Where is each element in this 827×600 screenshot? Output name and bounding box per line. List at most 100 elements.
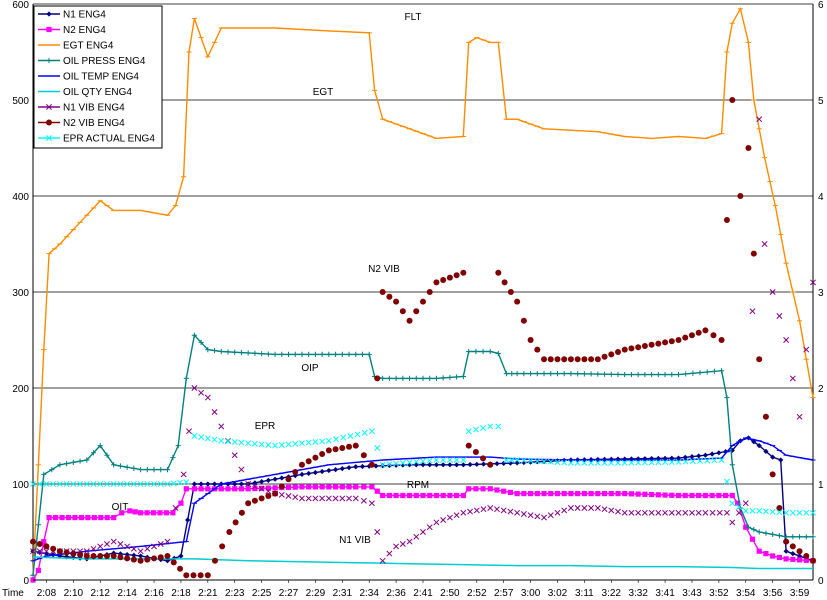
data-point (46, 26, 52, 33)
data-point (548, 371, 554, 377)
data-point (810, 534, 816, 540)
data-point (399, 460, 406, 466)
data-point (50, 481, 57, 487)
series-epr-actual-eng4 (30, 423, 816, 516)
data-point (164, 553, 171, 559)
data-point (285, 493, 292, 499)
data-point (527, 459, 534, 465)
data-point (756, 443, 762, 449)
data-point (480, 348, 486, 355)
x-tick-label: 2:27 (279, 588, 299, 599)
data-point (368, 500, 375, 507)
data-point (212, 557, 218, 564)
x-tick-label: 3:56 (763, 588, 783, 599)
data-point (292, 469, 299, 475)
data-point (756, 116, 763, 123)
x-tick-label: 2:25 (252, 588, 272, 599)
data-point (339, 495, 346, 502)
data-point (501, 488, 507, 494)
data-point (601, 491, 608, 497)
data-point (245, 481, 252, 487)
data-point (790, 534, 796, 540)
data-point (783, 548, 789, 554)
data-point (354, 431, 361, 438)
data-point (124, 543, 131, 550)
data-point (447, 492, 453, 499)
data-point (789, 543, 796, 550)
data-point (756, 507, 763, 514)
data-point (369, 484, 375, 490)
data-point (695, 329, 702, 336)
legend-label: N1 VIB ENG4 (63, 103, 125, 114)
data-point (440, 517, 447, 523)
data-point (467, 461, 473, 468)
data-point (796, 509, 803, 516)
annotation-label: N2 VIB (368, 264, 400, 275)
data-point (568, 491, 574, 497)
data-point (635, 344, 642, 351)
annotation-layer: FLT EGT N2 VIB OIP EPR RPM OIT N1 VIB (112, 12, 429, 546)
data-point (319, 451, 326, 457)
data-point (682, 334, 689, 341)
data-point (178, 500, 184, 506)
data-point (473, 486, 479, 492)
data-point (446, 457, 453, 463)
data-point (803, 509, 810, 516)
data-point (353, 464, 359, 470)
data-point (682, 458, 689, 465)
data-point (472, 449, 479, 455)
x-tick-label: 3:11 (575, 588, 594, 599)
data-point (361, 429, 368, 436)
data-point (467, 508, 474, 515)
data-point (527, 491, 534, 497)
data-point (151, 555, 158, 562)
data-point (49, 467, 55, 473)
data-point (211, 436, 218, 443)
data-point (769, 508, 776, 515)
data-point (453, 272, 460, 279)
x-tick-label: 2:52 (467, 588, 487, 599)
data-point (655, 492, 661, 498)
data-point (718, 368, 725, 374)
data-point (144, 556, 151, 563)
data-point (226, 529, 233, 535)
data-point (641, 459, 648, 466)
y-right-tick-label: 2 (818, 384, 824, 395)
data-point (494, 506, 500, 513)
data-point (393, 462, 399, 468)
data-point (465, 442, 472, 449)
data-point (704, 457, 711, 464)
data-point (124, 555, 131, 562)
data-point (554, 371, 561, 377)
data-point (183, 486, 189, 492)
annotation-label: OIP (301, 363, 319, 374)
data-point (675, 509, 682, 516)
data-point (258, 441, 265, 448)
data-point (575, 491, 581, 497)
data-point (487, 505, 494, 511)
data-point (628, 371, 635, 378)
data-point (43, 481, 50, 487)
data-point (225, 438, 231, 445)
data-point (762, 508, 769, 515)
data-point (265, 442, 272, 448)
data-point (472, 426, 479, 433)
data-point (460, 269, 467, 276)
data-point (231, 439, 238, 445)
data-point (111, 462, 117, 468)
data-point (447, 374, 453, 381)
data-point (157, 554, 164, 561)
data-point (575, 371, 581, 377)
data-point (548, 491, 554, 497)
data-point (359, 351, 366, 357)
data-point (776, 533, 782, 539)
data-point (608, 456, 614, 462)
data-point (662, 492, 668, 498)
data-point (43, 543, 50, 550)
data-point (204, 572, 211, 579)
x-axis-layer: Time 2:08 2:10 2:12 2:14 2:16 2:18 2:21 2:23 2:25… (2, 579, 813, 599)
data-point (258, 485, 265, 492)
data-point (245, 486, 251, 492)
data-point (554, 458, 561, 464)
data-point (312, 495, 319, 502)
